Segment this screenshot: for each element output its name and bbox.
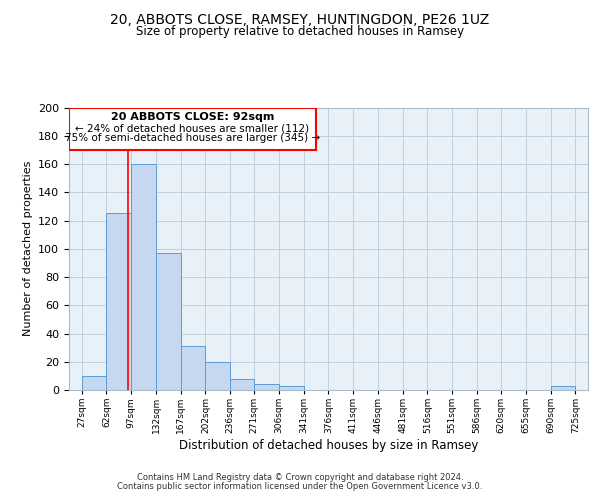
Bar	[254, 384, 279, 390]
Text: ← 24% of detached houses are smaller (112): ← 24% of detached houses are smaller (11…	[76, 123, 310, 133]
Bar	[156, 253, 181, 390]
Bar	[181, 346, 205, 390]
Bar	[551, 386, 575, 390]
Text: 20, ABBOTS CLOSE, RAMSEY, HUNTINGDON, PE26 1UZ: 20, ABBOTS CLOSE, RAMSEY, HUNTINGDON, PE…	[110, 12, 490, 26]
Text: Contains public sector information licensed under the Open Government Licence v3: Contains public sector information licen…	[118, 482, 482, 491]
Bar	[205, 362, 230, 390]
Y-axis label: Number of detached properties: Number of detached properties	[23, 161, 32, 336]
Text: Size of property relative to detached houses in Ramsey: Size of property relative to detached ho…	[136, 25, 464, 38]
Bar	[106, 214, 131, 390]
X-axis label: Distribution of detached houses by size in Ramsey: Distribution of detached houses by size …	[179, 439, 478, 452]
Bar	[131, 164, 156, 390]
Text: 75% of semi-detached houses are larger (345) →: 75% of semi-detached houses are larger (…	[65, 133, 320, 143]
Bar	[230, 378, 254, 390]
Bar	[279, 386, 304, 390]
Bar	[82, 376, 106, 390]
Text: Contains HM Land Registry data © Crown copyright and database right 2024.: Contains HM Land Registry data © Crown c…	[137, 474, 463, 482]
Text: 20 ABBOTS CLOSE: 92sqm: 20 ABBOTS CLOSE: 92sqm	[110, 112, 274, 122]
Bar	[69, 108, 316, 150]
